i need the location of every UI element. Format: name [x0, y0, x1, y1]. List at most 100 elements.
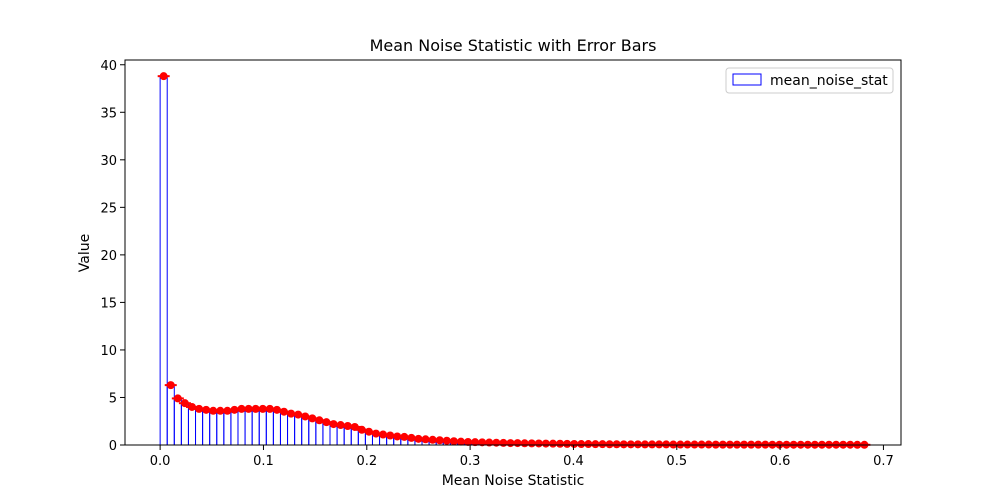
chart-title: Mean Noise Statistic with Error Bars — [370, 36, 657, 55]
y-tick-label: 20 — [100, 249, 117, 264]
data-point — [442, 436, 451, 445]
bar — [301, 415, 310, 445]
data-point — [556, 439, 565, 448]
error-bar — [178, 399, 191, 408]
error-bar — [171, 394, 184, 403]
legend-box — [725, 67, 894, 94]
data-point — [626, 440, 635, 449]
data-point — [407, 433, 416, 442]
bar — [202, 409, 211, 445]
bar — [244, 408, 253, 445]
data-point — [180, 399, 189, 408]
x-tick-label: 0.7 — [873, 454, 894, 469]
data-point — [414, 434, 423, 443]
data-point — [166, 381, 175, 390]
error-bar — [447, 437, 460, 446]
bar — [223, 410, 232, 445]
error-bar — [341, 421, 354, 430]
data-point — [456, 437, 465, 446]
data-point — [202, 405, 211, 414]
x-tick-label: 0.6 — [770, 454, 791, 469]
data-point — [237, 404, 246, 413]
error-bar-series — [157, 72, 871, 449]
data-point — [435, 436, 444, 445]
x-axis-ticks: 0.0 0.1 0.2 0.3 0.4 0.5 0.6 0.7 — [150, 445, 894, 469]
data-point — [449, 437, 458, 446]
data-point — [230, 405, 239, 414]
data-point — [570, 439, 579, 448]
data-point — [209, 406, 218, 415]
legend-label: mean_noise_stat — [770, 73, 888, 89]
data-point — [471, 438, 480, 447]
data-point — [577, 440, 586, 449]
data-point — [428, 435, 437, 444]
error-bar — [610, 440, 623, 449]
data-point — [159, 72, 168, 81]
data-point — [336, 421, 345, 430]
bar — [180, 402, 189, 445]
x-tick-label: 0.5 — [666, 454, 687, 469]
data-point — [591, 440, 600, 449]
bar — [287, 413, 296, 445]
bar — [294, 414, 303, 445]
error-bar — [561, 439, 574, 448]
bar — [159, 75, 168, 445]
x-axis-title: Mean Noise Statistic — [442, 473, 585, 489]
data-point — [216, 406, 225, 415]
data-point — [478, 438, 487, 447]
y-tick-label: 5 — [109, 391, 117, 406]
bar — [237, 408, 246, 445]
y-tick-label: 25 — [100, 201, 117, 216]
data-point — [640, 440, 649, 449]
data-point — [393, 432, 402, 441]
data-point — [223, 406, 232, 415]
error-bar — [157, 72, 170, 81]
bar — [258, 408, 267, 445]
error-bar — [164, 381, 177, 390]
data-point — [619, 440, 628, 449]
y-tick-label: 40 — [100, 59, 117, 74]
bar — [272, 409, 281, 445]
y-tick-label: 30 — [100, 154, 117, 169]
y-axis-title: Value — [77, 234, 93, 272]
legend: mean_noise_stat — [725, 67, 894, 94]
data-point — [329, 420, 338, 429]
y-tick-label: 35 — [100, 106, 117, 121]
data-point — [584, 440, 593, 449]
data-point — [548, 439, 557, 448]
bar — [251, 408, 260, 445]
error-bar — [653, 440, 666, 449]
data-point — [541, 439, 550, 448]
y-tick-label: 15 — [100, 296, 117, 311]
legend-swatch — [732, 73, 762, 86]
data-point — [655, 440, 664, 449]
data-point — [563, 439, 572, 448]
error-bar — [582, 440, 595, 449]
data-point — [251, 404, 260, 413]
data-point — [195, 404, 204, 413]
bar — [209, 410, 218, 445]
data-point — [258, 404, 267, 413]
bar — [187, 406, 197, 445]
y-tick-label: 0 — [109, 439, 117, 454]
bar-series — [159, 75, 869, 446]
data-point — [379, 430, 388, 439]
bar — [166, 384, 175, 445]
y-tick-label: 10 — [100, 344, 117, 359]
data-point — [648, 440, 657, 449]
data-point — [605, 440, 614, 449]
data-point — [372, 429, 381, 438]
x-tick-label: 0.3 — [460, 454, 481, 469]
bar — [173, 397, 182, 445]
error-bar — [568, 439, 581, 448]
data-point — [173, 394, 182, 403]
data-point — [598, 440, 607, 449]
data-point — [287, 409, 296, 418]
data-point — [633, 440, 642, 449]
data-point — [386, 431, 395, 440]
data-point — [244, 404, 253, 413]
data-point — [612, 440, 621, 449]
x-tick-label: 0.1 — [253, 454, 274, 469]
data-point — [343, 421, 352, 430]
